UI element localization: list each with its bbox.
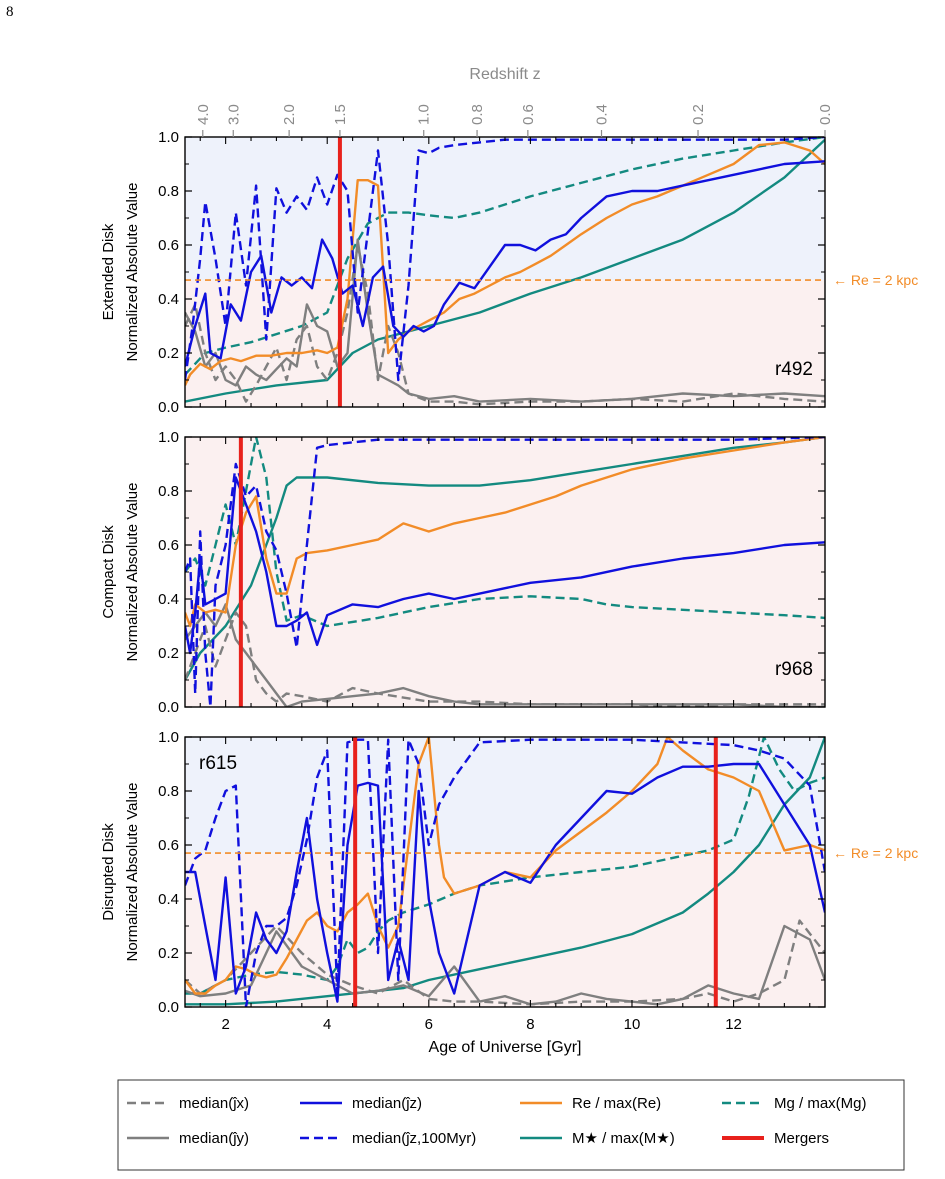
y-axis-title: Disrupted Disk [100,823,117,921]
re-reference-label: ← Re = 2 kpc [833,845,918,861]
series-re-line [185,141,825,386]
x-tick-label: 6 [425,1016,433,1033]
series-jz-line [185,476,825,655]
y-tick-label: 0.6 [158,537,179,554]
redshift-tick-label: 0.6 [520,104,537,125]
legend-label-jz100: median(ĵz,100Myr) [352,1130,476,1147]
y-tick-label: 0.6 [158,837,179,854]
y-tick-label: 1.0 [158,429,179,446]
series-mstar-line [185,737,825,1006]
y-axis-label: Normalized Absolute Value [124,183,141,362]
y-tick-label: 0.4 [158,591,179,608]
redshift-tick-label: 2.0 [281,104,298,125]
panel-r615: ← Re = 2 kpc 0.0 0.2 0.4 0.6 0.8 1.0 r615 Disrup… [100,729,918,1056]
y-tick-label: 0.8 [158,183,179,200]
y-tick-label: 0.8 [158,783,179,800]
redshift-tick-label: 0.8 [469,104,486,125]
legend-label-jy: median(ĵy) [179,1130,249,1147]
x-tick-label: 4 [323,1016,331,1033]
y-tick-label: 1.0 [158,729,179,746]
x-tick-label: 12 [725,1016,742,1033]
y-tick-label: 0.0 [158,999,179,1016]
redshift-tick-label: 3.0 [225,104,242,125]
panel-label: r492 [775,359,813,380]
series-mg-line [185,437,825,628]
y-tick-label: 0.8 [158,483,179,500]
series-group [185,437,825,707]
series-jy-line [185,924,825,1006]
redshift-tick-label: 0.2 [690,104,707,125]
redshift-tick-label: 0.4 [594,104,611,125]
panel-r968: 0.0 0.2 0.4 0.6 0.8 1.0 r968 Compact Disk Normal… [100,429,826,716]
series-mg-line [185,137,825,376]
series-jz-line [185,762,825,1003]
y-axis-title: Compact Disk [100,525,117,619]
y-axis-label: Normalized Absolute Value [124,483,141,662]
x-axis-label: Age of Universe [Gyr] [429,1039,582,1056]
series-jy-line [185,238,825,403]
legend-label-jx: median(ĵx) [179,1095,249,1112]
panel-label: r615 [199,753,237,774]
page-number: 8 [6,4,14,20]
y-tick-label: 0.2 [158,345,179,362]
y-tick-label: 0.2 [158,945,179,962]
y-tick-label: 0.6 [158,237,179,254]
legend-label-jz: median(ĵz) [352,1095,422,1112]
series-jz-line [185,160,825,367]
legend-label-mg: Mg / max(Mg) [774,1095,867,1112]
y-tick-label: 0.4 [158,891,179,908]
y-axis-title: Extended Disk [100,223,117,320]
bg-lower-region [185,280,825,407]
legend-box [117,1079,905,1171]
redshift-axis: 4.0 3.0 2.0 1.5 1.0 0.8 0.6 0.4 0.2 0.0 Redshift z [195,66,834,137]
y-tick-label: 0.2 [158,645,179,662]
redshift-tick-label: 1.0 [416,104,433,125]
bg-upper-region [185,137,825,281]
y-tick-label: 1.0 [158,129,179,146]
y-tick-label: 0.4 [158,291,179,308]
panel-r492: ← Re = 2 kpc 0.0 0.2 0.4 0.6 0.8 1.0 r492 Extend… [100,66,918,416]
redshift-axis-title: Redshift z [469,66,540,83]
legend-label-re: Re / max(Re) [572,1095,661,1112]
series-mstar-line [185,138,825,403]
legend: median(ĵx) median(ĵy) median(ĵz) median(ĵz,… [117,1079,905,1171]
series-jy-line [185,603,825,707]
panel-label: r968 [775,659,813,680]
re-reference-label: ← Re = 2 kpc [833,272,918,288]
x-tick-label: 10 [624,1016,641,1033]
redshift-tick-label: 1.5 [332,104,349,125]
bg-upper-region [185,737,825,854]
bg-lower-region [185,853,825,1007]
series-group [185,737,825,1007]
series-re-line [185,737,825,995]
series-mstar-line [185,437,825,681]
y-axis-label: Normalized Absolute Value [124,783,141,962]
x-tick-label: 8 [526,1016,534,1033]
x-tick-label: 2 [221,1016,229,1033]
y-tick-label: 0.0 [158,699,179,716]
series-jz100-line [185,437,825,707]
redshift-tick-label: 0.0 [817,104,834,125]
legend-label-mergers: Mergers [774,1130,829,1147]
y-tick-label: 0.0 [158,399,179,416]
redshift-tick-label: 4.0 [195,104,212,125]
series-re-line [185,437,825,628]
legend-label-mstar: M★ / max(M★) [572,1130,675,1147]
series-jx-line [185,919,825,1006]
